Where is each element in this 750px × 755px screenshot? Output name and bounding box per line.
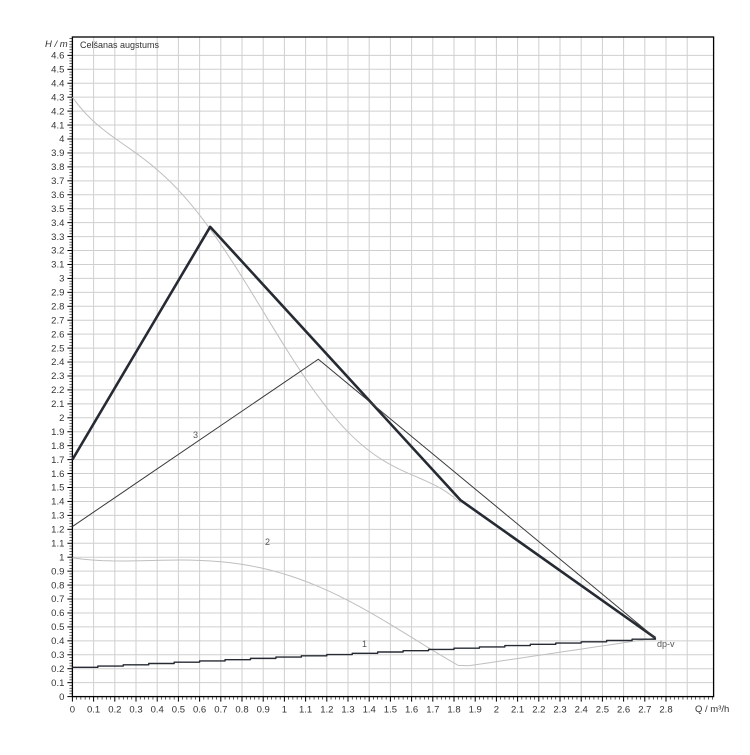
- svg-text:0: 0: [59, 692, 64, 703]
- svg-text:2.9: 2.9: [51, 288, 64, 299]
- svg-text:1.4: 1.4: [363, 705, 376, 716]
- svg-text:4.5: 4.5: [51, 65, 64, 76]
- svg-text:0.3: 0.3: [51, 650, 64, 661]
- svg-text:1.3: 1.3: [341, 705, 354, 716]
- svg-text:3.5: 3.5: [51, 204, 64, 215]
- svg-text:2.6: 2.6: [51, 329, 64, 340]
- svg-text:2.3: 2.3: [553, 705, 566, 716]
- svg-text:4.6: 4.6: [51, 51, 64, 62]
- svg-text:4: 4: [59, 134, 64, 145]
- svg-text:1.4: 1.4: [51, 497, 64, 508]
- svg-text:0.6: 0.6: [193, 705, 206, 716]
- svg-text:0.8: 0.8: [51, 580, 64, 591]
- svg-text:2.4: 2.4: [51, 357, 64, 368]
- svg-text:0.3: 0.3: [129, 705, 142, 716]
- svg-text:3.2: 3.2: [51, 246, 64, 257]
- svg-text:0.7: 0.7: [214, 705, 227, 716]
- svg-text:1.7: 1.7: [51, 455, 64, 466]
- svg-text:0.4: 0.4: [151, 705, 164, 716]
- svg-text:1.7: 1.7: [426, 705, 439, 716]
- svg-text:2.7: 2.7: [51, 315, 64, 326]
- svg-text:3.6: 3.6: [51, 190, 64, 201]
- svg-text:0.2: 0.2: [51, 664, 64, 675]
- svg-text:3: 3: [59, 274, 64, 285]
- svg-text:0.1: 0.1: [51, 678, 64, 689]
- svg-text:2.6: 2.6: [617, 705, 630, 716]
- svg-text:4.3: 4.3: [51, 92, 64, 103]
- svg-text:H / m: H / m: [45, 39, 68, 50]
- svg-text:2.4: 2.4: [575, 705, 588, 716]
- svg-text:2: 2: [59, 413, 64, 424]
- svg-text:1.1: 1.1: [51, 538, 64, 549]
- svg-text:2.2: 2.2: [532, 705, 545, 716]
- svg-text:2: 2: [265, 537, 270, 547]
- svg-text:3.3: 3.3: [51, 232, 64, 243]
- svg-text:2.8: 2.8: [659, 705, 672, 716]
- svg-text:3.9: 3.9: [51, 148, 64, 159]
- svg-text:2.7: 2.7: [638, 705, 651, 716]
- svg-text:Celšanas augstums: Celšanas augstums: [80, 40, 160, 50]
- svg-text:4.2: 4.2: [51, 106, 64, 117]
- svg-text:0.6: 0.6: [51, 608, 64, 619]
- svg-text:2.3: 2.3: [51, 371, 64, 382]
- svg-text:2.5: 2.5: [596, 705, 609, 716]
- svg-text:3.8: 3.8: [51, 162, 64, 173]
- svg-text:3.4: 3.4: [51, 218, 64, 229]
- svg-text:2.1: 2.1: [51, 399, 64, 410]
- svg-text:1: 1: [59, 552, 64, 563]
- svg-text:1.5: 1.5: [51, 483, 64, 494]
- svg-text:1.6: 1.6: [51, 469, 64, 480]
- svg-text:1.2: 1.2: [320, 705, 333, 716]
- svg-text:3.7: 3.7: [51, 176, 64, 187]
- svg-text:1.8: 1.8: [51, 441, 64, 452]
- svg-text:0.7: 0.7: [51, 594, 64, 605]
- svg-text:1.9: 1.9: [469, 705, 482, 716]
- svg-text:2.2: 2.2: [51, 385, 64, 396]
- svg-text:1.9: 1.9: [51, 427, 64, 438]
- svg-text:4.1: 4.1: [51, 120, 64, 131]
- svg-text:1.5: 1.5: [384, 705, 397, 716]
- svg-text:4.4: 4.4: [51, 78, 64, 89]
- svg-text:3.1: 3.1: [51, 260, 64, 271]
- svg-text:2.1: 2.1: [511, 705, 524, 716]
- svg-text:dp-v: dp-v: [657, 639, 675, 649]
- svg-text:1.1: 1.1: [299, 705, 312, 716]
- svg-text:1.8: 1.8: [447, 705, 460, 716]
- svg-text:1: 1: [282, 705, 287, 716]
- svg-text:0.9: 0.9: [257, 705, 270, 716]
- svg-text:3: 3: [193, 430, 198, 440]
- svg-text:0.5: 0.5: [51, 622, 64, 633]
- svg-text:0.4: 0.4: [51, 636, 64, 647]
- svg-text:1.2: 1.2: [51, 525, 64, 536]
- svg-text:0: 0: [70, 705, 75, 716]
- svg-text:0.9: 0.9: [51, 566, 64, 577]
- svg-text:1.6: 1.6: [405, 705, 418, 716]
- svg-text:Q / m³/h: Q / m³/h: [695, 704, 729, 715]
- svg-text:0.1: 0.1: [87, 705, 100, 716]
- svg-text:2.8: 2.8: [51, 301, 64, 312]
- svg-text:0.5: 0.5: [172, 705, 185, 716]
- svg-text:0.8: 0.8: [235, 705, 248, 716]
- svg-text:1.3: 1.3: [51, 511, 64, 522]
- svg-text:0.2: 0.2: [108, 705, 121, 716]
- svg-text:1: 1: [362, 639, 367, 649]
- svg-text:2.5: 2.5: [51, 343, 64, 354]
- svg-text:2: 2: [494, 705, 499, 716]
